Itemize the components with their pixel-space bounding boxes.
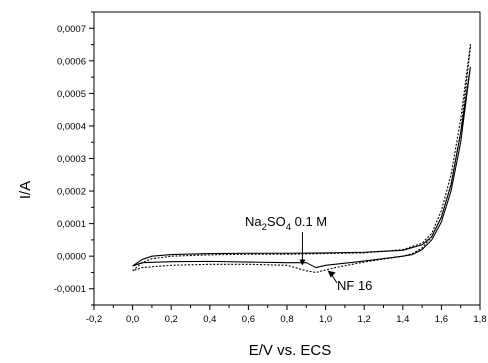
series-line-1 bbox=[132, 66, 471, 269]
annotation-layer: Na2SO4 0.1 M NF 16 bbox=[245, 214, 372, 293]
y-tick-label: 0,0007 bbox=[57, 24, 86, 35]
x-tick-label: 1,4 bbox=[396, 314, 409, 325]
x-tick-label: 1,2 bbox=[358, 314, 371, 325]
y-tick-label: -0,0001 bbox=[54, 284, 86, 295]
plot-area: -0,2 0,0 0,2 0,4 0,6 0,8 1,0 1,2 1,4 1,6 1,8 -0,000… bbox=[54, 11, 487, 325]
x-tick-label: 1,6 bbox=[435, 314, 448, 325]
series-line-2 bbox=[132, 44, 471, 273]
x-tick-label: 0,8 bbox=[280, 314, 293, 325]
annotation-arrow-nf16 bbox=[331, 274, 338, 284]
y-tick-label: 0,0000 bbox=[57, 252, 86, 263]
y-axis-title: I/A bbox=[17, 181, 34, 199]
x-tick-label: 1,0 bbox=[319, 314, 332, 325]
x-axis-title: E/V vs. ECS bbox=[249, 342, 332, 359]
x-tick-label: -0,2 bbox=[86, 314, 102, 325]
y-tick-label: 0,0004 bbox=[57, 121, 86, 132]
annotation-nf16: NF 16 bbox=[337, 278, 372, 293]
arrowhead-electrolyte bbox=[299, 259, 306, 266]
x-tick-label: 0,0 bbox=[126, 314, 139, 325]
x-tick-label: 0,6 bbox=[242, 314, 255, 325]
plot-frame bbox=[93, 11, 481, 306]
x-tick-label: 0,4 bbox=[203, 314, 216, 325]
annotation-electrolyte: Na2SO4 0.1 M bbox=[245, 214, 327, 233]
y-tick-label: 0,0006 bbox=[57, 56, 86, 67]
arrowhead-nf16 bbox=[327, 270, 336, 278]
y-tick-label: 0,0002 bbox=[57, 187, 86, 198]
y-tick-label: 0,0003 bbox=[57, 154, 86, 165]
x-tick-label: 0,2 bbox=[165, 314, 178, 325]
series-layer bbox=[132, 44, 471, 273]
x-tick-label: 1,8 bbox=[473, 314, 486, 325]
y-tick-label: 0,0005 bbox=[57, 89, 86, 100]
y-tick-label: 0,0001 bbox=[57, 219, 86, 230]
